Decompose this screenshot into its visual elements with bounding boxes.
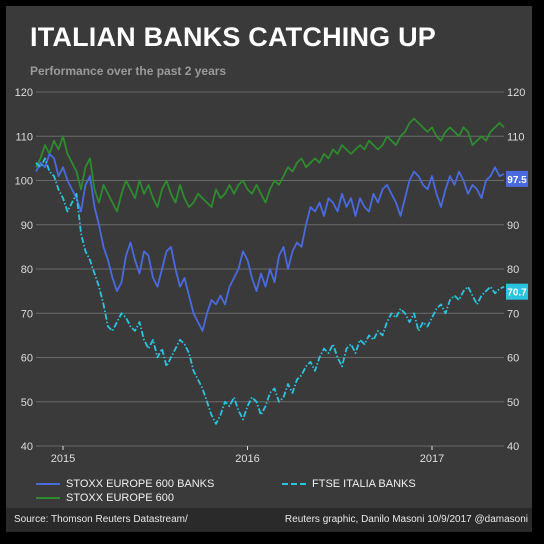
legend-item-ftse-italia-banks: FTSE ITALIA BANKS xyxy=(282,478,416,490)
y-tick-label-left: 110 xyxy=(15,131,33,143)
legend-item-stoxx-europe-600: STOXX EUROPE 600 xyxy=(36,492,174,504)
footer-bar xyxy=(6,508,532,532)
legend-label: STOXX EUROPE 600 xyxy=(66,492,175,504)
x-tick-label: 2016 xyxy=(235,453,259,465)
legend-item-stoxx-europe-600-banks: STOXX EUROPE 600 BANKS xyxy=(36,478,214,490)
y-tick-label-right: 70 xyxy=(507,308,519,320)
legend-swatch xyxy=(282,483,306,486)
series-line-ftse-italia-banks xyxy=(35,157,505,425)
grid xyxy=(36,91,504,447)
end-label-box xyxy=(506,283,528,300)
y-tick-label-right: 60 xyxy=(507,353,519,365)
end-label-box xyxy=(506,170,528,187)
series-line-stoxx-europe-600 xyxy=(35,117,505,213)
end-labels: 97.5 70.7 xyxy=(506,170,528,300)
y-tick-label-left: 60 xyxy=(21,353,33,365)
y-tick-label-right: 50 xyxy=(507,397,519,409)
y-tick-label-left: 50 xyxy=(21,397,33,409)
end-label-text: 70.7 xyxy=(507,288,527,299)
legend-swatch xyxy=(36,483,60,486)
series-lines xyxy=(35,117,505,425)
axis-ticks: 4040505060607070808090901001001101101201… xyxy=(15,87,526,465)
credit-note: Reuters graphic, Danilo Masoni 10/9/2017… xyxy=(284,514,528,525)
y-tick-label-right: 80 xyxy=(507,264,519,276)
y-tick-label-left: 40 xyxy=(21,441,33,453)
source-note: Source: Thomson Reuters Datastream/ xyxy=(14,514,188,525)
y-tick-label-right: 90 xyxy=(507,220,519,232)
y-tick-label-right: 120 xyxy=(507,87,525,99)
y-tick-label-left: 100 xyxy=(15,176,33,188)
legend-label: FTSE ITALIA BANKS xyxy=(312,478,416,490)
chart-title: ITALIAN BANKS CATCHING UP xyxy=(30,22,436,52)
end-label-text: 97.5 xyxy=(507,175,527,186)
y-tick-label-left: 70 xyxy=(21,308,33,320)
legend-label: STOXX EUROPE 600 BANKS xyxy=(66,478,215,490)
x-tick-label: 2015 xyxy=(51,453,75,465)
y-tick-label-right: 40 xyxy=(507,441,519,453)
y-tick-label-right: 110 xyxy=(507,131,525,143)
legend-swatch xyxy=(36,497,60,500)
y-tick-label-left: 90 xyxy=(21,220,33,232)
series-line-stoxx-europe-600-banks xyxy=(35,152,505,332)
y-tick-label-left: 80 xyxy=(21,264,33,276)
y-tick-label-left: 120 xyxy=(15,87,33,99)
chart-subtitle: Performance over the past 2 years xyxy=(30,64,227,78)
x-tick-label: 2017 xyxy=(420,453,444,465)
